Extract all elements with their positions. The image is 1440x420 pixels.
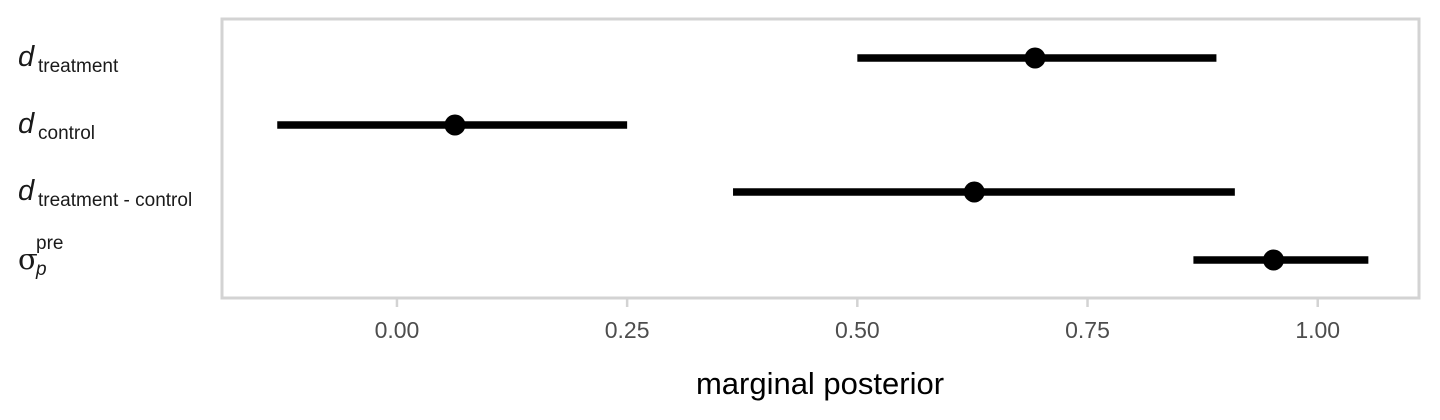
x-tick-label: 0.75 [1065,317,1110,343]
row-label: d treatment [18,41,119,77]
row-label-subscript: treatment - control [38,190,192,211]
x-axis: 0.00 0.25 0.50 0.75 1.00 [375,299,1340,343]
row-label-superscript: pre [36,233,63,254]
row-label: d control [18,108,95,144]
point-estimate [963,181,985,203]
point-estimate [1024,47,1046,69]
point-estimate [1263,249,1285,271]
row-label: d treatment - control [18,175,192,211]
point-estimate [444,114,466,136]
x-tick-label: 0.25 [605,317,650,343]
row-label-subscript: control [38,123,95,144]
row-label-subscript: p [35,259,47,280]
row-label-main: d [18,108,35,140]
row-label-subscript: treatment [38,56,119,77]
x-tick-label: 1.00 [1295,317,1340,343]
x-tick-label: 0.50 [835,317,880,343]
row-label-main: d [18,41,35,73]
plot-panel [220,17,1421,300]
row-label-main: σ [18,242,38,276]
interval-marks [277,47,1369,271]
row-label-main: d [18,175,35,207]
x-axis-title: marginal posterior [696,366,944,401]
x-tick-label: 0.00 [375,317,420,343]
row-label: σp pre [18,233,63,280]
